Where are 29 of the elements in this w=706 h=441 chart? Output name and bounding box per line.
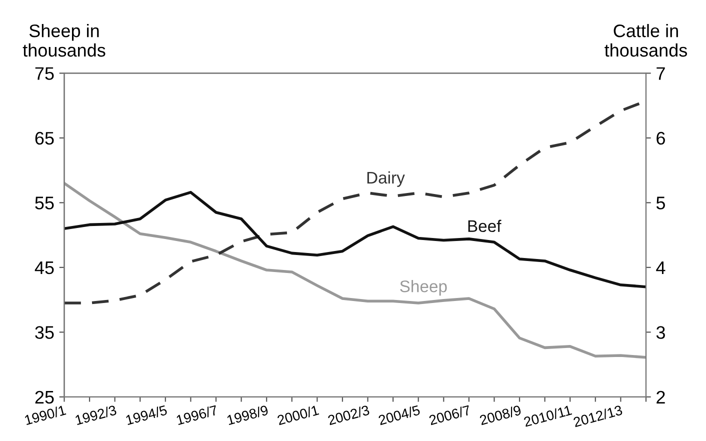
x-tick-label: 2012/13 [572, 404, 623, 428]
series-label: Dairy [367, 171, 405, 187]
x-tick-label: 2000/1 [276, 404, 320, 426]
y2-tick-label: 7 [656, 67, 665, 80]
x-tick-label: 2006/7 [428, 404, 471, 426]
x-tick-label: 1994/5 [125, 404, 168, 426]
x-tick-label: 1990/1 [24, 404, 66, 426]
x-tick-label: 2002/3 [327, 404, 370, 426]
x-tick-label: 2004/5 [378, 404, 420, 426]
y-tick-label: 25 [35, 390, 54, 404]
y-tick-label: 35 [35, 326, 54, 339]
y2-axis-title: Cattle in thousands [604, 24, 688, 57]
x-tick-label: 1992/3 [74, 404, 117, 426]
y2-tick-label: 3 [656, 326, 665, 339]
y-tick-label: 55 [35, 196, 54, 210]
y-tick-label: 75 [35, 67, 54, 80]
x-tick-label: 2010/11 [523, 404, 572, 427]
y2-tick-label: 6 [656, 132, 665, 145]
series-label: Beef [468, 220, 502, 232]
y2-tick-label: 2 [656, 390, 665, 404]
series-label: Sheep [400, 280, 447, 296]
x-tick-label: 1996/7 [176, 404, 218, 426]
x-tick-label: 2008/9 [479, 404, 522, 426]
y2-tick-label: 5 [656, 196, 665, 210]
y-tick-label: 65 [35, 132, 54, 145]
x-tick-label: 1998/9 [226, 404, 269, 426]
y-tick-label: 45 [34, 262, 54, 274]
y2-tick-label: 4 [656, 262, 666, 274]
y-axis-title: Sheep in thousands [22, 24, 106, 57]
